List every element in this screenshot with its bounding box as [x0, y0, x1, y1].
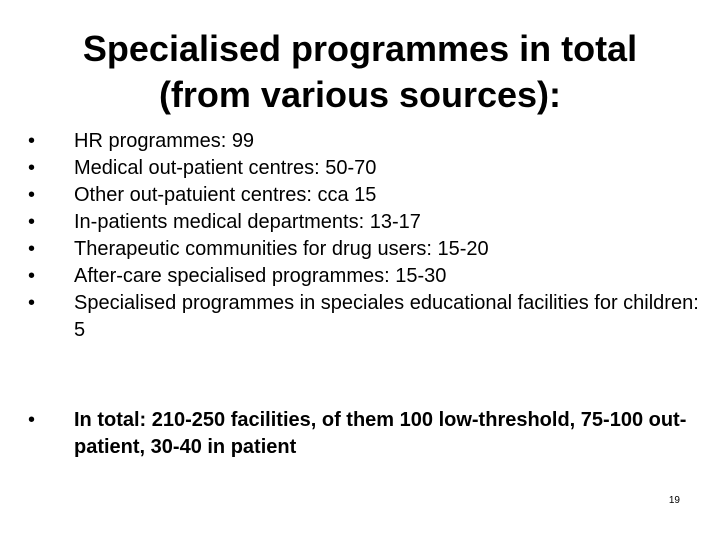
bullet-text: In-patients medical departments: 13-17	[74, 211, 421, 233]
slide-title-line-2: (from various sources):	[158, 74, 562, 115]
slide-title: Specialised programmes in total (from va…	[0, 26, 720, 118]
summary-item-total: • In total: 210-250 facilities, of them …	[28, 407, 708, 461]
slide-title-line-1: Specialised programmes in total	[82, 28, 638, 69]
bullet-icon: •	[28, 409, 36, 431]
bullet-icon: •	[28, 265, 36, 287]
bullet-item-hr-programmes: • HR programmes: 99	[28, 128, 708, 155]
bullet-icon: •	[28, 211, 36, 233]
summary-text: In total: 210-250 facilities, of them 10…	[74, 409, 687, 458]
bullet-text: Medical out-patient centres: 50-70	[74, 157, 377, 179]
bullet-icon: •	[28, 292, 36, 314]
bullet-item-other-outpatient: • Other out-patuient centres: cca 15	[28, 182, 708, 209]
page-number: 19	[668, 495, 680, 506]
bullet-item-inpatient-departments: • In-patients medical departments: 13-17	[28, 209, 708, 236]
bullet-list: • HR programmes: 99 • Medical out-patien…	[28, 128, 708, 344]
bullet-item-after-care: • After-care specialised programmes: 15-…	[28, 263, 708, 290]
bullet-text: After-care specialised programmes: 15-30	[74, 265, 447, 287]
bullet-icon: •	[28, 184, 36, 206]
bullet-icon: •	[28, 130, 36, 152]
bullet-text: HR programmes: 99	[74, 130, 255, 152]
summary-list: • In total: 210-250 facilities, of them …	[28, 407, 708, 461]
bullet-icon: •	[28, 157, 36, 179]
bullet-text: Other out-patuient centres: cca 15	[74, 184, 377, 206]
bullet-item-special-educational: • Specialised programmes in speciales ed…	[28, 290, 708, 344]
bullet-text: Specialised programmes in speciales educ…	[74, 292, 699, 341]
bullet-icon: •	[28, 238, 36, 260]
bullet-item-medical-outpatient: • Medical out-patient centres: 50-70	[28, 155, 708, 182]
bullet-item-therapeutic-communities: • Therapeutic communities for drug users…	[28, 236, 708, 263]
bullet-text: Therapeutic communities for drug users: …	[74, 238, 489, 260]
